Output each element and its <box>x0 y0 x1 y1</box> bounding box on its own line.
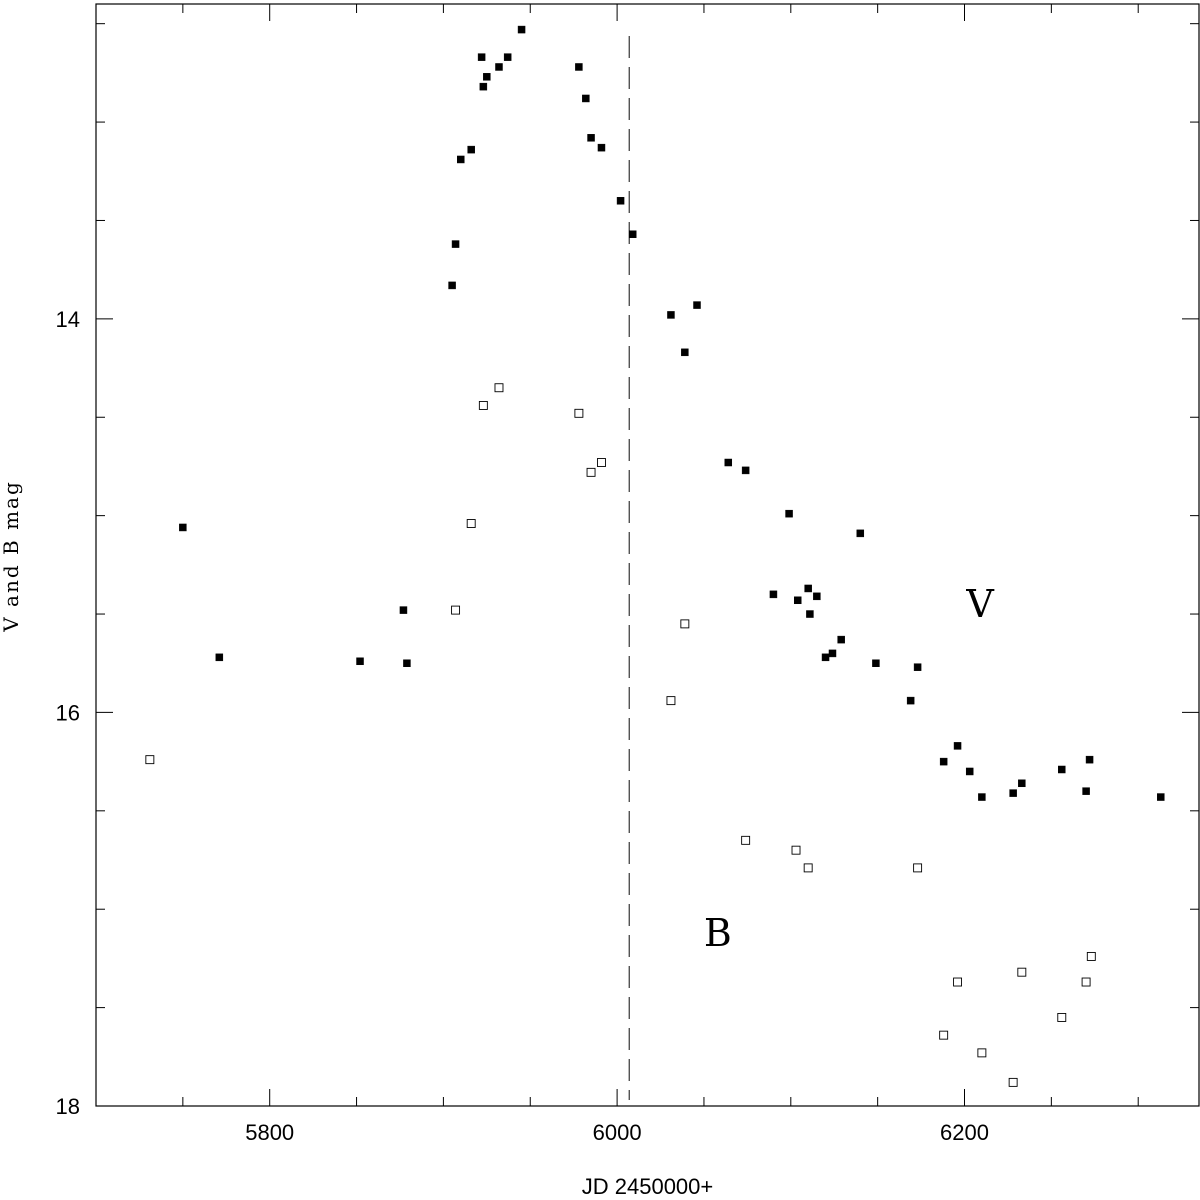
data-point-v <box>804 584 812 593</box>
data-point-b <box>451 605 461 615</box>
data-point-v <box>399 606 408 614</box>
data-point-v <box>785 509 793 518</box>
data-point-v <box>953 742 962 750</box>
data-point-v <box>872 659 880 667</box>
data-point-v <box>769 590 778 599</box>
y-tick-label: 14 <box>56 307 80 332</box>
data-point-v <box>483 73 491 81</box>
data-point-v <box>856 529 865 538</box>
data-point-v <box>837 635 845 644</box>
plot-frame <box>95 3 1200 1107</box>
data-point-v <box>179 523 187 532</box>
x-tick-label: 6000 <box>593 1120 642 1145</box>
data-point-v <box>1082 787 1090 795</box>
data-point-v <box>813 592 821 601</box>
data-point-v <box>741 466 750 475</box>
data-point-v <box>724 458 733 467</box>
data-point-v <box>597 143 606 152</box>
data-point-b <box>574 408 584 418</box>
data-point-v <box>587 134 595 142</box>
data-point-v <box>457 155 465 164</box>
data-point-v <box>828 649 837 658</box>
data-point-b <box>1008 1077 1018 1087</box>
data-point-b <box>597 458 606 467</box>
data-point-v <box>965 767 974 776</box>
data-point-b <box>586 467 596 477</box>
data-point-v <box>616 197 625 205</box>
y-axis-label: V and B mag <box>0 480 23 633</box>
data-point-v <box>794 596 802 605</box>
axis-tick-labels: 5800 6000 6200 14 16 18 <box>56 307 989 1145</box>
data-point-v <box>693 301 701 309</box>
data-point-b <box>803 863 813 873</box>
data-point-v <box>503 53 512 61</box>
data-point-v <box>403 659 411 667</box>
x-tick-label: 5800 <box>245 1120 294 1145</box>
data-point-v <box>215 653 224 662</box>
data-point-v <box>1085 755 1094 764</box>
data-point-v <box>467 145 475 154</box>
data-point-b <box>1017 967 1027 977</box>
data-point-b <box>145 755 155 765</box>
data-point-v <box>356 657 364 666</box>
data-point-b <box>913 863 923 873</box>
data-point-v <box>939 757 948 766</box>
data-point-v <box>667 311 675 319</box>
data-point-v <box>1009 789 1017 797</box>
data-point-v <box>806 610 814 618</box>
series-label-b: B <box>704 911 732 955</box>
data-point-b <box>666 696 676 706</box>
x-tick-label: 6200 <box>940 1120 989 1145</box>
data-point-v <box>913 663 922 671</box>
data-point-b <box>1057 1012 1067 1022</box>
data-point-v <box>978 793 986 801</box>
data-point-b <box>741 835 751 845</box>
data-point-b <box>939 1030 949 1040</box>
data-point-b <box>466 519 476 528</box>
data-point-v <box>821 653 830 662</box>
data-point-b <box>680 619 690 629</box>
data-point-v <box>479 82 488 91</box>
series-labels: VB <box>704 582 995 955</box>
data-point-v <box>477 53 486 61</box>
data-point-v <box>681 348 689 357</box>
data-point-b <box>494 383 504 393</box>
data-point-b <box>1081 977 1091 987</box>
data-point-v <box>1058 765 1066 774</box>
data-point-v <box>575 63 583 71</box>
y-tick-label: 16 <box>56 700 80 725</box>
y-tick-label: 18 <box>56 1094 80 1119</box>
data-point-v <box>495 63 503 71</box>
data-point-v <box>1018 779 1026 788</box>
data-point-b <box>791 845 801 855</box>
data-point-v <box>582 94 590 103</box>
data-point-v <box>451 240 460 248</box>
series-label-v: V <box>965 582 994 626</box>
data-point-b <box>478 400 488 410</box>
data-point-b <box>953 977 963 987</box>
data-point-v <box>1157 793 1165 801</box>
data-point-b <box>1086 951 1096 961</box>
data-point-b <box>977 1048 987 1058</box>
data-point-v <box>906 696 915 705</box>
x-axis-label: JD 2450000+ <box>582 1174 714 1199</box>
data-point-v <box>517 25 526 34</box>
axis-ticks <box>96 4 1199 1107</box>
data-point-v <box>628 230 637 238</box>
data-points <box>145 25 1165 1087</box>
data-point-v <box>448 281 456 290</box>
